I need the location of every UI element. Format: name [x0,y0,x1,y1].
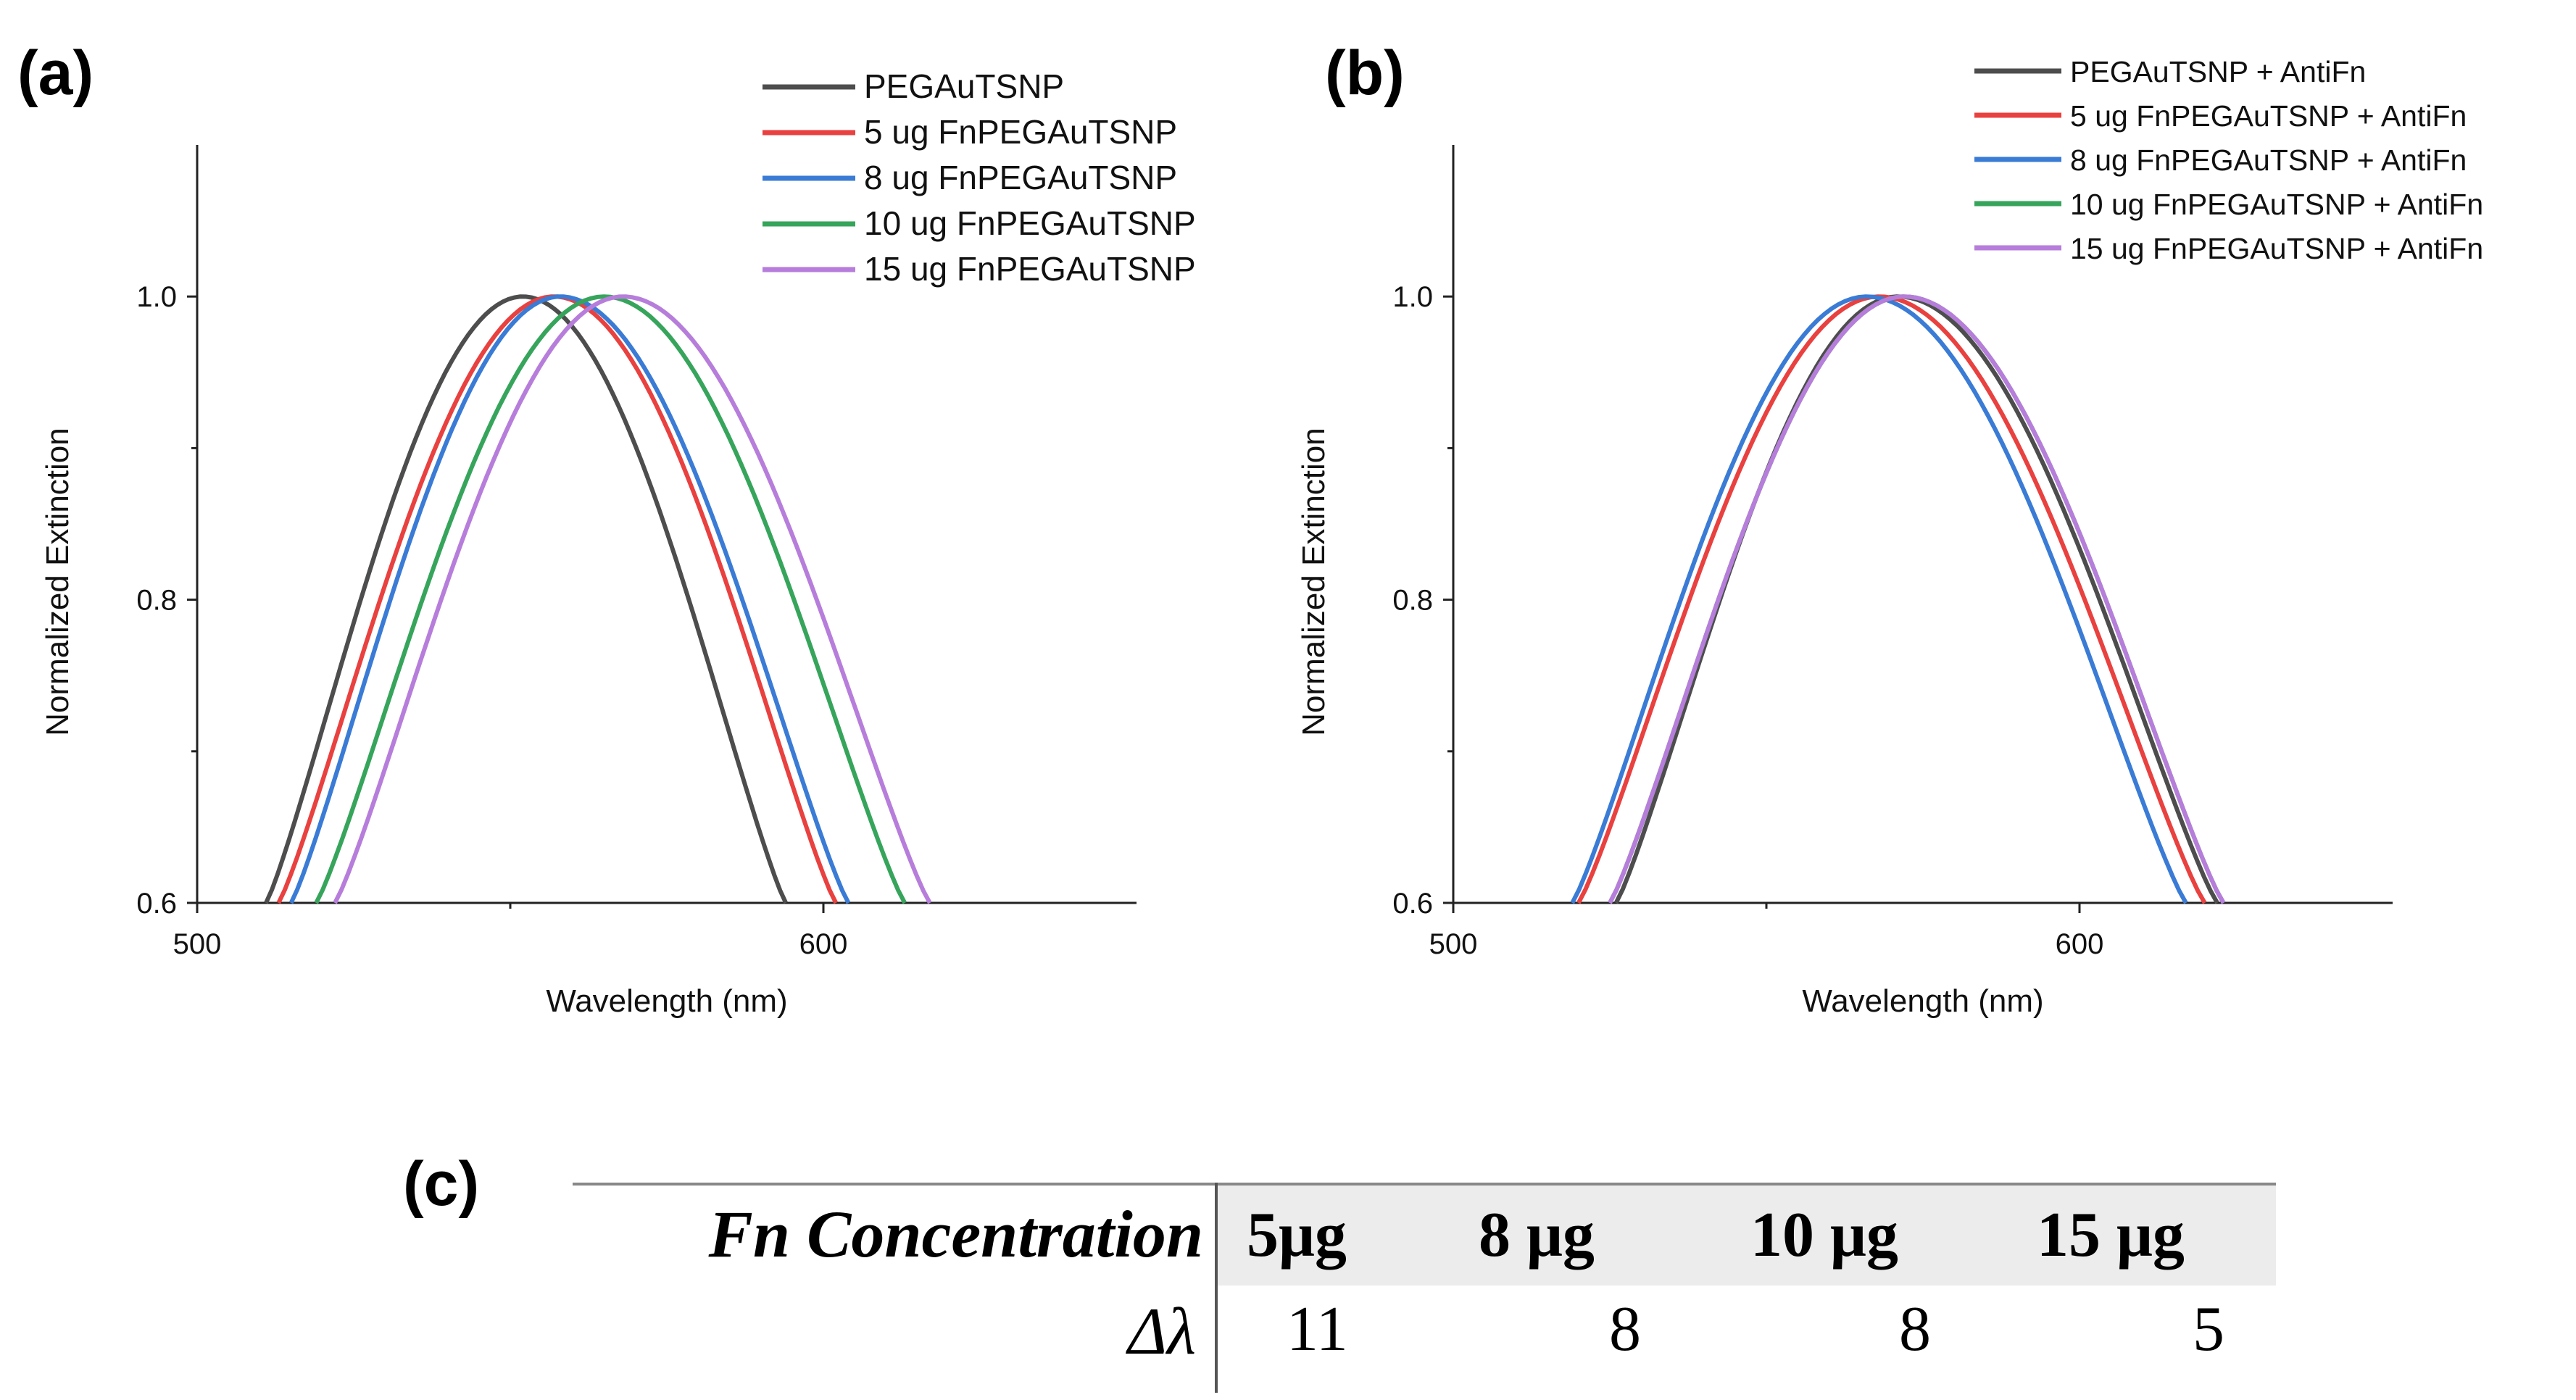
panel-label-c: (c) [403,1149,480,1219]
column-header: 8 μg [1479,1200,1595,1270]
legend-entry: 8 ug FnPEGAuTSNP [864,159,1177,196]
legend-entry: 5 ug FnPEGAuTSNP + AntiFn [2070,99,2467,133]
x-axis-title: Wavelength (nm) [1802,983,2043,1019]
column-header: 15 μg [2037,1200,2185,1270]
row-header-concentration: Fn Concentration [708,1197,1203,1271]
y-tick-label: 1.0 [1392,281,1433,313]
series-line [1613,294,2219,904]
shift-table: Fn Concentration Δλ 5μg 8 μg 10 μg 15 μg… [573,1183,2276,1393]
table-cell: 5 [2193,1294,2224,1364]
panel-label-b: (b) [1325,38,1405,108]
table-cell: 8 [1609,1294,1641,1364]
y-axis-title: Normalized Extinction [40,428,75,736]
table-top-rule [573,1183,2276,1186]
y-tick-label: 0.6 [1392,888,1433,920]
x-tick-label: 500 [1429,928,1478,960]
series-line [264,294,788,904]
y-tick-label: 0.8 [136,585,177,617]
x-tick-label: 600 [2056,928,2104,960]
table-cell: 11 [1287,1294,1348,1364]
table-cell: 8 [1899,1294,1931,1364]
legend-entry: 10 ug FnPEGAuTSNP [864,204,1196,242]
legend-entry: 5 ug FnPEGAuTSNP [864,113,1177,151]
series-line [1576,294,2207,904]
x-tick-label: 500 [173,928,222,960]
x-tick-label: 600 [799,928,848,960]
legend-entry: 10 ug FnPEGAuTSNP + AntiFn [2070,188,2483,221]
table-header-background [1218,1183,2276,1286]
y-axis-title: Normalized Extinction [1296,428,1331,736]
panel-label-a: (a) [17,38,94,108]
legend-entry: 15 ug FnPEGAuTSNP [864,250,1196,288]
chart-b: 500 600 0.6 0.8 1.0 Wavelength (nm) Normalized… [1296,55,2483,1019]
y-tick-label: 1.0 [136,281,177,313]
legend-entry: PEGAuTSNP [864,67,1064,105]
table-vertical-rule [1215,1183,1218,1393]
legend-entry: 15 ug FnPEGAuTSNP + AntiFn [2070,232,2483,265]
row-header-delta-lambda: Δλ [1128,1294,1196,1368]
chart-a: 500 600 0.6 0.8 1.0 Wavelength (nm) Normalized… [40,67,1196,1019]
series-line [1608,294,2226,904]
y-tick-label: 0.8 [1392,585,1433,617]
series-line [1608,294,2226,904]
y-tick-label: 0.6 [136,888,177,920]
series-line [288,294,851,904]
column-header: 5μg [1247,1200,1347,1270]
x-axis-title: Wavelength (nm) [546,983,787,1019]
legend-entry: 8 ug FnPEGAuTSNP + AntiFn [2070,143,2467,177]
legend-entry: PEGAuTSNP + AntiFn [2070,55,2366,88]
series-line [333,294,932,904]
column-header: 10 μg [1750,1200,1898,1270]
series-line [1570,294,2188,904]
